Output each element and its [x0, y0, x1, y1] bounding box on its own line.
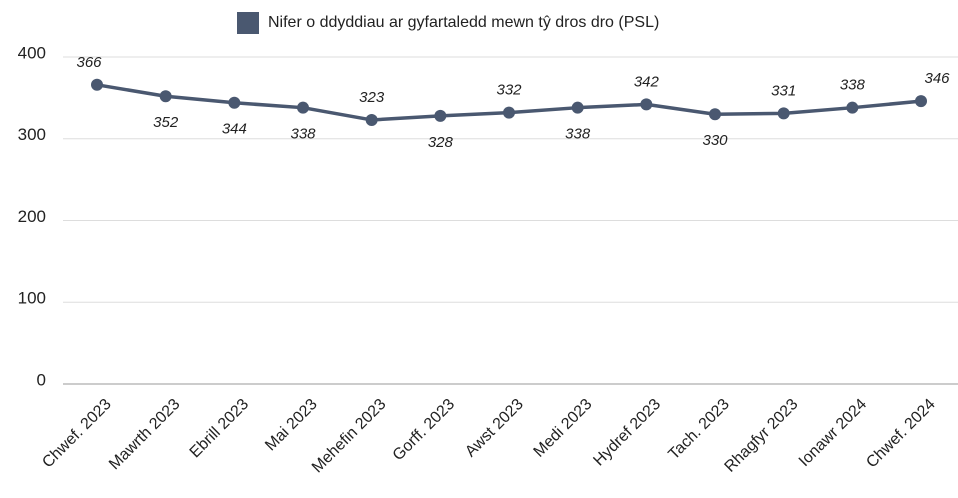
data-label: 330 [702, 132, 728, 149]
point [777, 107, 790, 120]
y-tick-label: 100 [18, 289, 46, 308]
y-tick-label: 400 [18, 43, 46, 62]
y-tick-label: 0 [37, 370, 46, 389]
x-tick-label: Mai 2023 [262, 396, 321, 455]
point [709, 108, 721, 121]
data-label: 323 [359, 89, 385, 106]
x-tick-label: Tach. 2023 [665, 396, 732, 463]
data-label: 352 [153, 114, 179, 131]
data-label: 338 [290, 126, 316, 143]
point [159, 90, 172, 103]
x-tick-label: Rhagfyr 2023 [722, 396, 802, 476]
x-tick-label: Ionawr 2024 [796, 396, 870, 470]
data-label: 342 [634, 73, 660, 90]
x-tick-label: Ebrill 2023 [187, 396, 253, 462]
x-tick-label: Awst 2023 [462, 396, 527, 461]
point [297, 101, 309, 114]
data-label: 328 [428, 134, 454, 151]
legend-label: Nifer o ddyddiau ar gyfartaledd mewn tŷ … [268, 14, 659, 31]
legend-swatch [237, 12, 259, 34]
x-tick-label: Hydref 2023 [590, 396, 664, 470]
y-tick-label: 200 [18, 207, 46, 226]
x-tick-label: Chwef. 2024 [863, 396, 939, 472]
point [571, 101, 584, 114]
point [434, 109, 447, 122]
data-label: 366 [76, 54, 102, 71]
data-label: 338 [840, 77, 866, 94]
point [91, 78, 103, 91]
data-label: 346 [924, 70, 950, 87]
point [915, 95, 927, 108]
x-tick-label: Chwef. 2023 [39, 396, 115, 472]
x-tick-label: Gorff. 2023 [390, 396, 459, 465]
point [365, 113, 378, 126]
data-label: 332 [496, 82, 522, 99]
point [846, 101, 859, 114]
y-tick-label: 300 [18, 125, 46, 144]
data-label: 344 [222, 121, 247, 138]
x-tick-label: Medi 2023 [531, 396, 596, 461]
x-tick-label: Mehefin 2023 [309, 396, 390, 477]
x-tick-label: Mawrth 2023 [106, 396, 184, 474]
point [640, 98, 653, 111]
data-label: 331 [771, 82, 796, 99]
point [503, 106, 515, 119]
point [228, 96, 241, 109]
data-label: 338 [565, 126, 591, 143]
